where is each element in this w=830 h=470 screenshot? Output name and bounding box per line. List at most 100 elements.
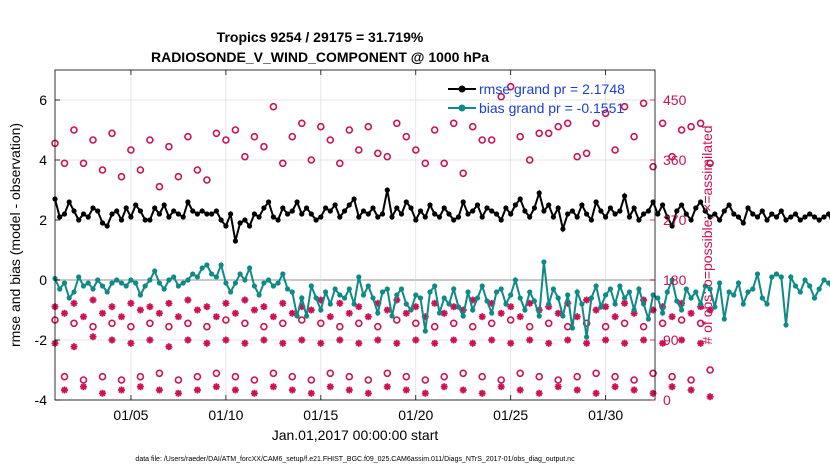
assimilated-obs-marker [507, 339, 515, 347]
series-0-point [593, 199, 599, 205]
series-1-point [342, 295, 348, 301]
series-1-point [114, 277, 120, 283]
series-1-point [432, 283, 438, 289]
series-0-point [470, 208, 476, 214]
assimilated-obs-marker [184, 296, 192, 304]
series-1-point [213, 274, 219, 280]
series-1-point [493, 289, 500, 295]
possible-obs-marker [165, 142, 173, 151]
assimilated-obs-marker [155, 309, 163, 317]
series-0-point [218, 217, 224, 223]
possible-obs-marker [79, 159, 88, 168]
series-0-point [384, 187, 390, 193]
possible-obs-marker [345, 372, 354, 381]
series-1-point [764, 301, 770, 307]
possible-obs-marker [478, 372, 487, 381]
assimilated-obs-marker [345, 386, 353, 394]
series-0-point [304, 205, 310, 211]
legend: rmse grand pr = 2.1748 bias grand pr = -… [448, 81, 625, 116]
assimilated-obs-marker [241, 296, 249, 304]
assimilated-obs-marker [108, 303, 116, 311]
series-0-point [750, 211, 756, 217]
assimilated-obs-marker [241, 339, 249, 347]
assimilated-obs-marker [127, 299, 135, 307]
x-tick-label: 01/05 [113, 407, 148, 423]
series-1-point [546, 301, 552, 307]
series-1-point [190, 271, 196, 277]
series-1-point [61, 280, 68, 286]
series-0-point [166, 214, 172, 220]
assimilated-obs-marker [193, 306, 201, 314]
possible-obs-marker [677, 316, 686, 324]
possible-obs-marker [611, 372, 619, 381]
series-0-point [484, 205, 490, 211]
assimilated-obs-marker [317, 339, 325, 347]
y-right-tick-label: 450 [663, 92, 687, 108]
assimilated-obs-marker [374, 336, 382, 344]
series-0-point [645, 208, 652, 214]
possible-obs-marker [687, 122, 695, 131]
series-0-point [574, 214, 580, 220]
x-tick-label: 01/30 [588, 407, 623, 423]
series-1-point [427, 289, 433, 295]
series-1-point [660, 310, 666, 316]
series-1-point [617, 283, 623, 289]
series-line-0 [54, 189, 830, 242]
series-1-point [745, 289, 751, 295]
series-1-point [156, 280, 162, 286]
assimilated-obs-marker [345, 309, 353, 317]
series-0-point [408, 205, 414, 211]
assimilated-obs-marker [184, 336, 192, 344]
possible-obs-marker [668, 372, 676, 381]
series-0-point [565, 211, 571, 217]
series-1-point [474, 295, 481, 301]
possible-obs-marker [297, 316, 306, 324]
series-1-point [560, 313, 566, 319]
assimilated-obs-marker [288, 309, 296, 317]
possible-obs-marker [516, 369, 525, 378]
series-1-point [294, 313, 300, 319]
possible-obs-marker [193, 372, 202, 381]
series-1-point [351, 301, 357, 307]
assimilated-obs-marker [165, 343, 173, 351]
assimilated-obs-marker [326, 383, 334, 391]
series-0-point [693, 205, 699, 211]
series-0-point [607, 205, 614, 211]
assimilated-obs-marker [402, 386, 410, 394]
series-0-point [422, 214, 428, 220]
assimilated-obs-marker [136, 383, 144, 391]
series-0-point [641, 211, 647, 217]
series-1-point [470, 307, 476, 313]
assimilated-obs-marker [222, 336, 230, 344]
assimilated-obs-marker [364, 313, 372, 321]
possible-obs-marker [487, 136, 496, 144]
assimilated-obs-marker [317, 296, 325, 304]
series-1-point [289, 289, 295, 295]
possible-obs-marker [383, 152, 392, 161]
series-1-point [531, 298, 538, 304]
series-0-point [275, 217, 281, 223]
series-1-point [161, 286, 167, 292]
possible-obs-marker [696, 119, 705, 128]
series-1-point [773, 271, 780, 277]
possible-obs-marker [449, 119, 458, 128]
assimilated-obs-marker [250, 389, 258, 397]
possible-obs-marker [582, 319, 591, 328]
assimilated-obs-marker [668, 383, 676, 391]
series-0-point [228, 211, 234, 217]
possible-obs-marker [658, 319, 667, 328]
series-0-point [446, 211, 452, 217]
assimilated-obs-marker [393, 339, 401, 347]
series-0-point [612, 211, 618, 217]
assimilated-obs-marker [336, 336, 344, 344]
assimilated-obs-marker [602, 303, 610, 311]
series-1-point [66, 295, 72, 301]
assimilated-obs-marker [70, 299, 78, 307]
possible-obs-marker [269, 102, 278, 111]
possible-obs-marker [278, 319, 287, 328]
possible-obs-marker [544, 319, 553, 328]
series-1-point [717, 280, 723, 286]
series-0-point [360, 208, 367, 214]
series-1-point [479, 283, 485, 289]
possible-obs-marker [392, 316, 401, 324]
